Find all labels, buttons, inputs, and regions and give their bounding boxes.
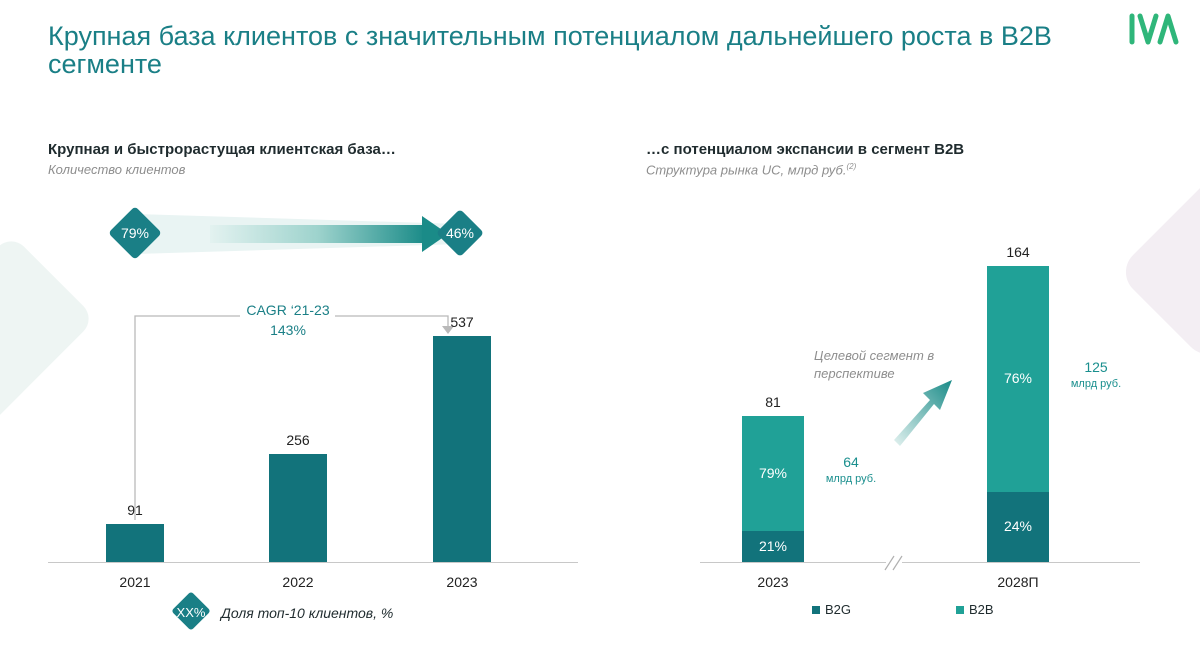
bar-total-label: 164 xyxy=(1006,244,1030,260)
bar-2021 xyxy=(106,523,164,562)
b2b-value-label: 125 xyxy=(1084,358,1108,375)
legend-b2g-label: B2G xyxy=(825,602,852,617)
left-chart-heading: Крупная и быстрорастущая клиентская база… xyxy=(48,141,396,158)
bar-2022 xyxy=(269,454,327,562)
b2g-share-label: 21% xyxy=(758,537,788,554)
right-chart-subheading: Структура рынка UC, млрд руб.(2) xyxy=(646,162,856,177)
right-chart-subheading-text: Структура рынка UC, млрд руб. xyxy=(646,162,847,178)
background-decoration-left xyxy=(0,233,97,447)
b2b-share-label: 76% xyxy=(1003,369,1033,386)
b2b-value-label: 64 xyxy=(843,453,859,470)
legend-b2g-swatch xyxy=(812,606,820,614)
top10-legend-text: Доля топ-10 клиентов, % xyxy=(221,605,394,621)
iva-logo xyxy=(1129,13,1179,45)
cagr-label: CAGR ‘21-23 xyxy=(246,302,330,318)
bar-value-label: 91 xyxy=(127,501,143,518)
right-chart-axis xyxy=(700,562,1140,563)
bar-2023 xyxy=(433,336,491,562)
background-decoration-right xyxy=(1116,166,1200,364)
bar-b2g-2028П xyxy=(987,491,1049,562)
cagr-value: 143% xyxy=(270,322,306,338)
axis-break-icon xyxy=(884,555,903,571)
legend-b2b-label: B2B xyxy=(969,602,994,617)
b2b-unit-label: млрд руб. xyxy=(825,472,877,485)
b2b-share-label: 79% xyxy=(758,464,788,481)
left-chart-subheading: Количество клиентов xyxy=(48,162,186,177)
bar-value-label: 256 xyxy=(286,432,310,449)
x-tick-label: 2021 xyxy=(119,574,151,590)
bar-total-label: 81 xyxy=(765,393,781,410)
x-tick-label: 2023 xyxy=(757,574,789,590)
bar-value-label: 537 xyxy=(450,314,474,330)
top10-share-2023-label: 46% xyxy=(445,225,475,241)
top10-share-arrow xyxy=(136,214,460,254)
top10-share-2021-label: 79% xyxy=(120,225,150,241)
cagr-bracket xyxy=(134,315,454,520)
top10-legend-badge-label: XX% xyxy=(176,605,206,620)
x-tick-label: 2028П xyxy=(997,574,1039,590)
left-chart-axis xyxy=(48,562,578,563)
target-segment-note: Целевой сегмент в перспективе xyxy=(814,348,935,381)
right-chart-heading: …с потенциалом экспансии в сегмент B2B xyxy=(646,141,965,158)
legend-b2b-swatch xyxy=(956,606,964,614)
x-tick-label: 2022 xyxy=(282,574,314,590)
bar-b2b-2023 xyxy=(742,415,804,532)
bar-b2g-2023 xyxy=(742,531,804,562)
x-tick-label: 2023 xyxy=(446,574,478,590)
growth-arrow-icon xyxy=(894,380,952,446)
b2g-share-label: 24% xyxy=(1003,517,1033,534)
bar-b2b-2028П xyxy=(987,266,1049,492)
b2b-unit-label: млрд руб. xyxy=(1070,377,1122,390)
footnote-mark: (2) xyxy=(846,162,857,171)
page-title: Крупная база клиентов с значительным пот… xyxy=(48,21,1052,79)
